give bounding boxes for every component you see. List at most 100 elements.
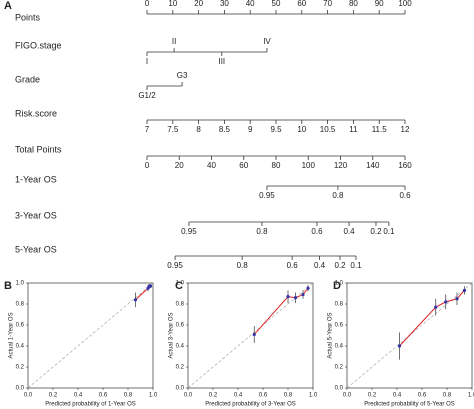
point [455, 297, 459, 301]
x-tick-label: 0.6 [418, 393, 427, 399]
y-tick-label: 0.2 [176, 365, 185, 371]
x-axis-label: Predicted probability of 3-Year OS [205, 402, 296, 408]
x-tick-label: 0.0 [24, 393, 33, 399]
x-tick-label: 0.2 [368, 393, 377, 399]
x-axis-label: Predicted probability of 5-Year OS [364, 402, 455, 408]
ideal-line [187, 282, 314, 389]
tick-label: 0.6 [287, 261, 299, 270]
tick-label: 0.1 [383, 227, 395, 236]
plot-frame [187, 282, 314, 389]
plot-frame [346, 282, 473, 389]
tick-label: 0.95 [259, 191, 275, 200]
tick-label: 8 [196, 125, 201, 134]
point [252, 332, 256, 337]
tick-label: 100 [398, 0, 412, 8]
point [397, 344, 402, 348]
tick-label: 100 [302, 161, 316, 170]
y-tick-label: 0.4 [335, 344, 344, 350]
x-tick-label: 0.4 [234, 393, 243, 399]
ideal-line [27, 282, 154, 389]
y-tick-label: 1.0 [16, 281, 25, 287]
point [286, 295, 290, 299]
tick-label: 0.6 [399, 191, 411, 200]
y-tick-label: 1.0 [176, 281, 185, 287]
y-tick-label: 0.8 [16, 302, 25, 308]
y-tick-label: 0.8 [335, 302, 344, 308]
tick-label: III [218, 57, 225, 66]
tick-label: 70 [323, 0, 332, 8]
point [301, 292, 305, 297]
tick-label: 60 [239, 161, 248, 170]
panel-label: C [175, 280, 183, 292]
tick-label: 9 [248, 125, 253, 134]
point [148, 284, 153, 288]
y-axis-label: Actual 3-Year OS [169, 312, 175, 358]
x-tick-label: 0.0 [184, 393, 193, 399]
y-tick-label: 0.2 [335, 365, 344, 371]
x-axis-label: Predicted probability of 1-Year OS [45, 402, 136, 408]
tick-label: 10.5 [320, 125, 336, 134]
row-name: Total Points [15, 144, 62, 154]
tick-label: II [172, 37, 176, 46]
tick-label: IV [263, 37, 271, 46]
tick-label: 90 [375, 0, 384, 8]
row-name: Points [15, 12, 41, 22]
tick-label: 0.2 [334, 261, 346, 270]
y-tick-label: 0.0 [176, 386, 185, 392]
tick-label: 0.95 [181, 227, 197, 236]
tick-label: 80 [272, 161, 281, 170]
tick-label: 0.2 [370, 227, 382, 236]
tick-label: 10 [297, 125, 306, 134]
x-tick-label: 1.0 [149, 393, 158, 399]
panel-label: B [4, 280, 12, 292]
y-tick-label: 0.4 [16, 344, 25, 350]
y-tick-label: 0.6 [335, 323, 344, 329]
y-tick-label: 0.4 [176, 344, 185, 350]
tick-label: 9.5 [270, 125, 282, 134]
x-tick-label: 0.4 [393, 393, 402, 399]
x-tick-label: 1.0 [468, 393, 474, 399]
tick-label: G1/2 [138, 91, 156, 100]
tick-label: 40 [246, 0, 255, 8]
tick-label: 140 [366, 161, 380, 170]
point [434, 305, 438, 309]
x-tick-label: 1.0 [309, 393, 318, 399]
calibration-line [253, 287, 309, 335]
y-tick-label: 0.0 [335, 386, 344, 392]
panel-label: A [4, 0, 12, 12]
tick-label: 11 [349, 125, 358, 134]
y-tick-label: 1.0 [335, 281, 344, 287]
y-tick-label: 0.8 [176, 302, 185, 308]
tick-label: I [146, 57, 148, 66]
point [133, 298, 138, 302]
x-tick-label: 0.6 [99, 393, 108, 399]
tick-label: 0.4 [314, 261, 326, 270]
tick-label: 0.6 [311, 227, 323, 236]
point [293, 296, 298, 300]
tick-label: 8.5 [219, 125, 231, 134]
row-name: 5-Year OS [15, 244, 57, 254]
x-tick-label: 0.2 [49, 393, 58, 399]
tick-label: 0.95 [167, 261, 183, 270]
panel-label: D [333, 280, 341, 292]
tick-label: 80 [349, 0, 358, 8]
tick-label: 0.8 [332, 191, 344, 200]
point [462, 288, 467, 292]
calibration-line [399, 290, 465, 347]
row-name: Risk.score [15, 108, 57, 118]
row-name: 3-Year OS [15, 210, 57, 220]
point [306, 286, 310, 290]
row-name: Grade [15, 74, 40, 84]
row-name: FIGO.stage [15, 40, 62, 50]
tick-label: 7 [145, 125, 150, 134]
tick-label: 0.1 [350, 261, 362, 270]
y-tick-label: 0.0 [16, 386, 25, 392]
tick-label: 0.4 [343, 227, 355, 236]
tick-label: 30 [220, 0, 229, 8]
x-tick-label: 0.2 [209, 393, 218, 399]
plot-frame [27, 282, 154, 389]
x-tick-label: 0.4 [74, 393, 83, 399]
x-tick-label: 0.0 [343, 393, 352, 399]
tick-label: 11.5 [372, 125, 388, 134]
